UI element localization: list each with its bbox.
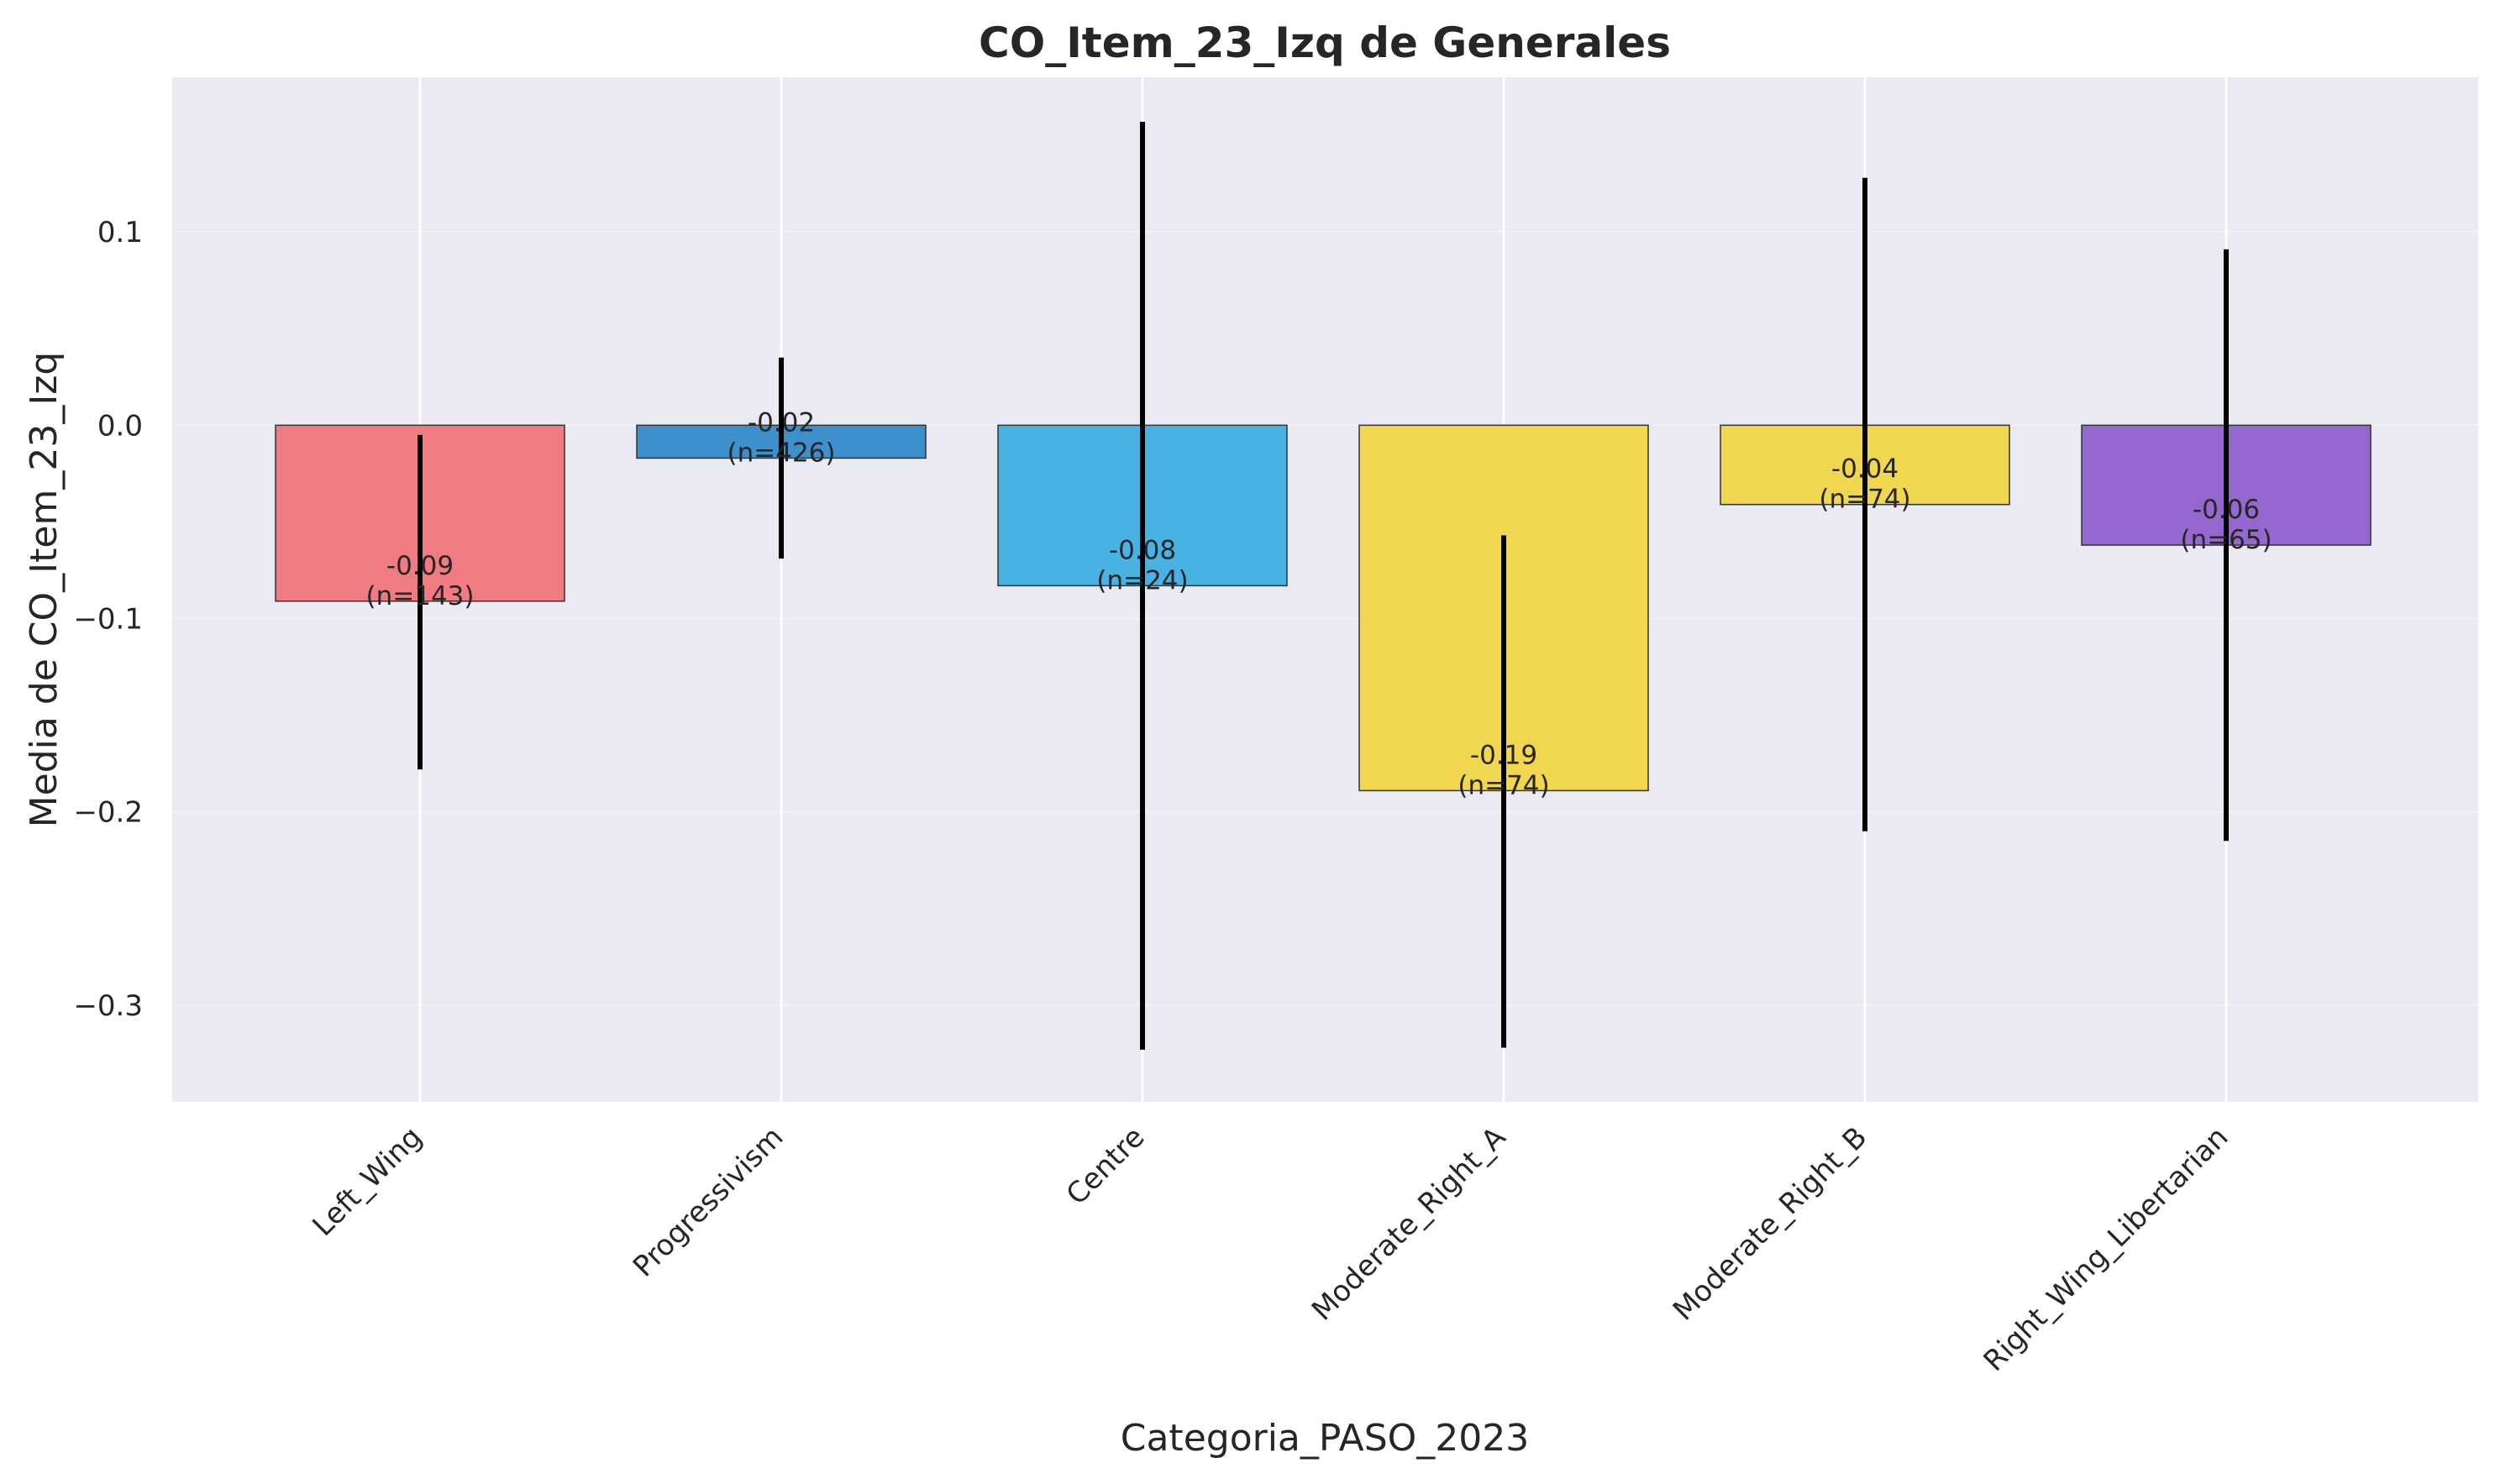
- y-tick-label: 0.0: [97, 409, 143, 443]
- y-tick-label: 0.1: [97, 216, 143, 249]
- bar-value-label: -0.09: [386, 551, 454, 581]
- bar-labels: -0.09(n=143) -0.02(n=426) -0.08(n=24) -0.19…: [366, 407, 2272, 800]
- bar-value-label: -0.19: [1470, 740, 1537, 770]
- bar-value-label: -0.06: [2193, 495, 2260, 525]
- x-axis-label: Categoria_PASO_2023: [1121, 1417, 1530, 1460]
- bar-count-label: (n=426): [727, 438, 836, 468]
- bar-value-label: -0.02: [748, 407, 815, 438]
- chart-title: CO_Item_23_Izq de Generales: [979, 18, 1671, 67]
- y-tick-label: −0.2: [73, 796, 143, 830]
- y-tick-labels: −0.3 −0.2 −0.1 0.0 0.1: [73, 216, 143, 1023]
- y-tick-label: −0.1: [73, 603, 143, 637]
- bar-count-label: (n=74): [1819, 485, 1910, 515]
- error-bars: [418, 121, 2229, 1050]
- bar-value-label: -0.08: [1109, 535, 1176, 565]
- bar-count-label: (n=74): [1458, 770, 1549, 800]
- bar-value-label: -0.04: [1831, 454, 1899, 485]
- bar-count-label: (n=24): [1096, 565, 1188, 595]
- y-tick-label: −0.3: [73, 989, 143, 1023]
- bar-count-label: (n=143): [366, 581, 475, 611]
- y-axis-label: Media de CO_Item_23_Izq: [23, 352, 66, 828]
- bar-count-label: (n=65): [2180, 525, 2272, 555]
